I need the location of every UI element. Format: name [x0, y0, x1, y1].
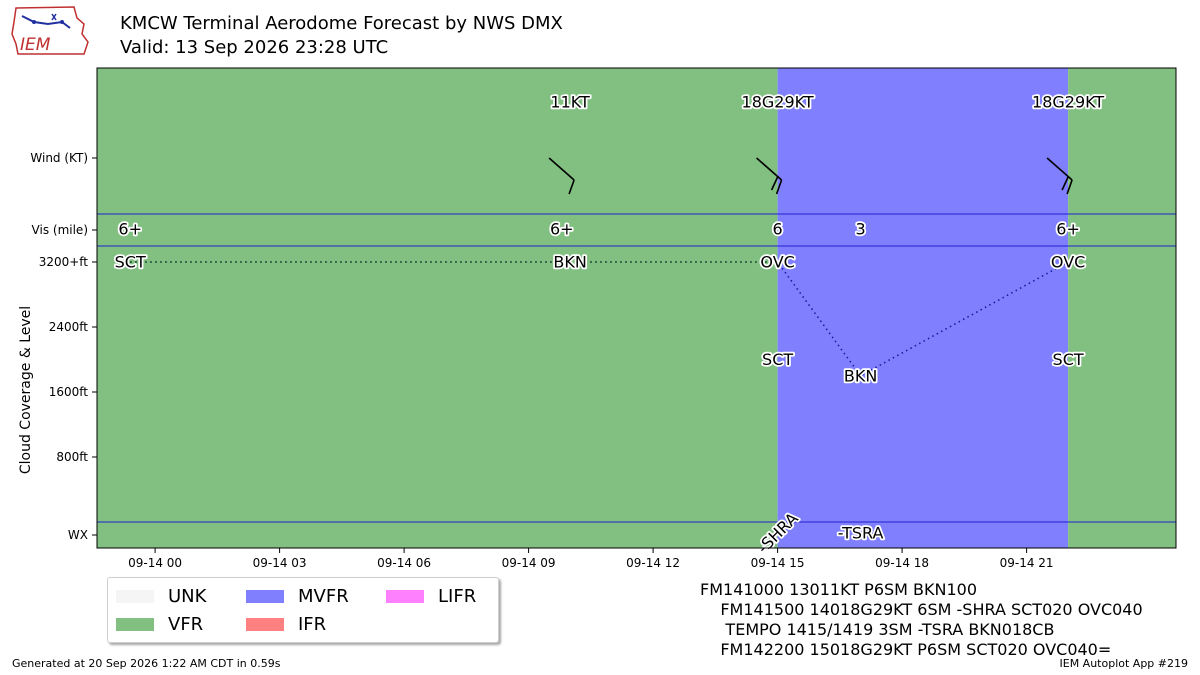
- category-legend: UNK VFR MVFR IFR LIFR: [107, 577, 499, 643]
- legend-swatch: [116, 590, 154, 603]
- taf-line: FM141000 13011KT P6SM BKN100: [700, 580, 978, 599]
- generated-footer: Generated at 20 Sep 2026 1:22 AM CDT in …: [12, 657, 281, 670]
- wind-label: 18G29KT: [742, 93, 814, 112]
- category-band-mvfr: [777, 68, 1069, 548]
- y-tick-label: WX: [68, 528, 88, 542]
- wind-barb-shaft: [548, 157, 575, 181]
- legend-label: MVFR: [298, 586, 349, 607]
- legend-label: IFR: [298, 614, 327, 635]
- cloud-label: OVC: [760, 253, 794, 272]
- y-tick-label: 1600ft: [49, 385, 89, 399]
- visibility-label: 6+: [118, 220, 142, 239]
- category-band-vfr: [97, 68, 778, 548]
- wind-barb-flag: [1061, 176, 1069, 191]
- app-footer: IEM Autoplot App #219: [1059, 657, 1189, 670]
- legend-label: UNK: [168, 586, 207, 607]
- taf-text: FM141000 13011KT P6SM BKN100 FM141500 14…: [700, 580, 1143, 660]
- cloud-label: SCT: [762, 350, 793, 369]
- legend-item-ifr: IFR: [246, 614, 326, 635]
- y-tick-label: Wind (KT): [30, 151, 88, 165]
- taf-line: TEMPO 1415/1419 3SM -TSRA BKN018CB: [700, 620, 1055, 639]
- wind-label: 11KT: [550, 93, 590, 112]
- cloud-label: SCT: [1053, 350, 1084, 369]
- wind-barb: [1046, 157, 1073, 195]
- wind-label: 18G29KT: [1032, 93, 1104, 112]
- y-tick-label: 3200+ft: [39, 255, 89, 269]
- legend-swatch: [246, 618, 284, 631]
- x-tick-label: 09-14 12: [626, 556, 680, 570]
- x-tick-label: 09-14 03: [253, 556, 307, 570]
- legend-label: VFR: [168, 614, 204, 635]
- visibility-label: 3: [856, 220, 866, 239]
- x-tick-label: 09-14 18: [875, 556, 929, 570]
- iem-logo: IEM: [11, 6, 89, 55]
- legend-item-vfr: VFR: [116, 614, 203, 635]
- wind-barb-flag: [568, 179, 575, 195]
- cloud-label: OVC: [1051, 253, 1085, 272]
- category-band-vfr: [1068, 68, 1176, 548]
- legend-swatch: [386, 590, 424, 603]
- wind-barb-flag: [775, 179, 783, 195]
- x-tick-label: 09-14 06: [377, 556, 431, 570]
- chart-subtitle: Valid: 13 Sep 2026 23:28 UTC: [120, 37, 389, 58]
- legend-label: LIFR: [438, 586, 477, 607]
- x-tick-label: 09-14 21: [1000, 556, 1054, 570]
- visibility-label: 6+: [1056, 220, 1080, 239]
- legend-item-lifr: LIFR: [386, 586, 476, 607]
- x-tick-label: 09-14 15: [751, 556, 805, 570]
- chart-title: KMCW Terminal Aerodome Forecast by NWS D…: [120, 13, 563, 34]
- visibility-label: 6: [773, 220, 783, 239]
- wind-barb-flag: [1066, 179, 1073, 195]
- y-tick-label: Vis (mile): [32, 223, 88, 237]
- legend-swatch: [116, 618, 154, 631]
- cloud-label: BKN: [844, 366, 877, 385]
- x-tick-label: 09-14 00: [128, 556, 182, 570]
- plot-frame: [96, 67, 1177, 549]
- wind-barb-flag: [770, 176, 779, 191]
- cloud-label: BKN: [553, 253, 586, 272]
- visibility-label: 6+: [550, 220, 574, 239]
- wind-barb-shaft: [1046, 157, 1073, 181]
- y-tick-label: 800ft: [56, 450, 88, 464]
- wind-barb: [756, 157, 783, 195]
- iem-logo-text: IEM: [20, 35, 51, 55]
- wind-barb-shaft: [756, 157, 783, 181]
- weather-label: -TSRA: [838, 524, 884, 543]
- taf-line: FM141500 14018G29KT 6SM -SHRA SCT020 OVC…: [700, 600, 1143, 619]
- y-axis-label: Cloud Coverage & Level: [18, 306, 34, 474]
- legend-item-mvfr: MVFR: [246, 586, 349, 607]
- legend-swatch: [246, 590, 284, 603]
- y-tick-label: 2400ft: [49, 320, 89, 334]
- taf-line: FM142200 15018G29KT P6SM SCT020 OVC040=: [700, 640, 1112, 659]
- wind-barb: [548, 157, 575, 195]
- legend-item-unk: UNK: [116, 586, 206, 607]
- x-tick-label: 09-14 09: [502, 556, 556, 570]
- cloud-label: SCT: [115, 253, 146, 272]
